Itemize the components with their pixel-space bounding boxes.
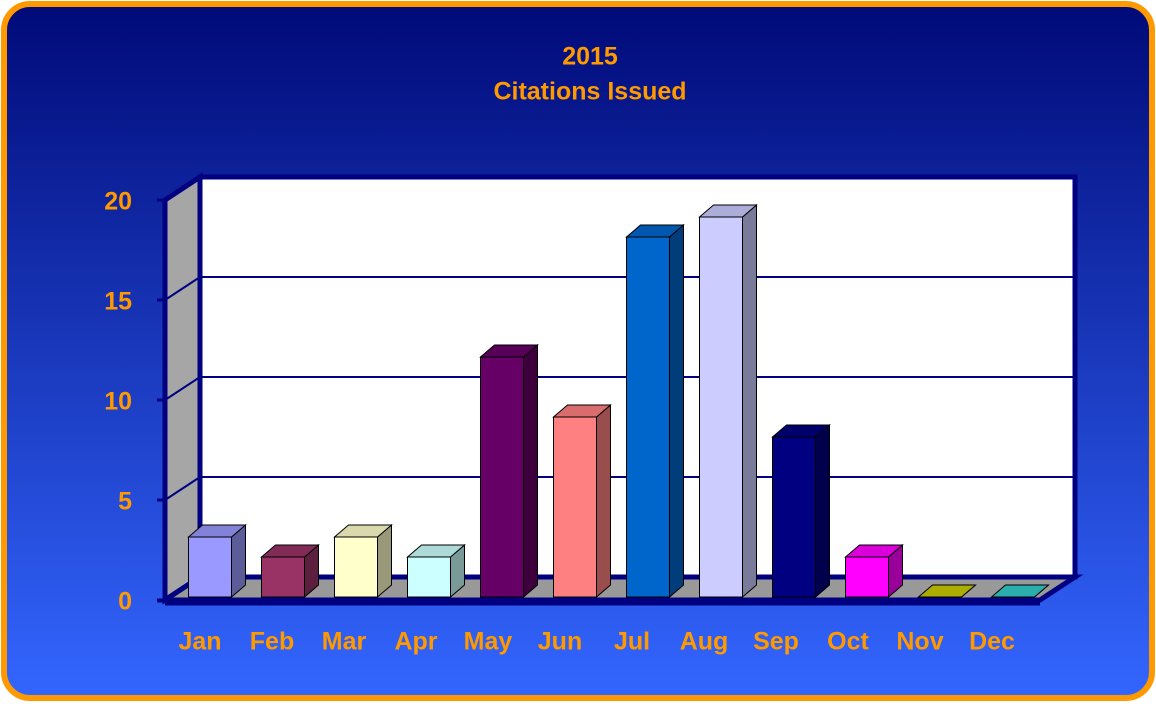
y-tick-label: 10 (104, 388, 132, 416)
y-tick-label: 5 (118, 488, 132, 516)
x-tick-label: Jul (614, 628, 650, 656)
bar (334, 536, 378, 598)
bar-side (523, 343, 538, 599)
x-tick-label: Jan (178, 628, 221, 656)
grid-line (164, 276, 201, 301)
bar (845, 556, 889, 598)
grid-line (164, 476, 201, 501)
x-tick-label: Dec (969, 628, 1015, 656)
x-tick-label: Oct (827, 628, 869, 656)
x-tick-label: Nov (896, 628, 943, 656)
x-tick-label: Sep (753, 628, 799, 656)
x-tick-label: Jun (538, 628, 582, 656)
chart-title: Citations Issued (493, 78, 686, 106)
bar (772, 436, 816, 598)
bar (188, 536, 232, 598)
x-tick-label: Feb (250, 628, 294, 656)
y-tick-label: 15 (104, 288, 132, 316)
bar (699, 216, 743, 598)
grid-line (164, 376, 201, 401)
y-tick-label: 20 (104, 188, 132, 216)
chart-title: 2015 (562, 43, 618, 71)
bar-side (669, 223, 684, 599)
bar (261, 556, 305, 598)
x-tick-label: May (464, 628, 513, 656)
x-tick-label: Aug (680, 628, 729, 656)
bar-side (815, 423, 830, 599)
bar-top (990, 584, 1050, 598)
bar-top (917, 584, 977, 598)
y-tick-label: 0 (118, 588, 132, 616)
bar (553, 416, 597, 598)
bar-side (596, 403, 611, 599)
bar-side (742, 203, 757, 599)
bar (626, 236, 670, 598)
x-tick-label: Apr (394, 628, 437, 656)
bar (407, 556, 451, 598)
x-tick-label: Mar (322, 628, 367, 656)
bar (480, 356, 524, 598)
